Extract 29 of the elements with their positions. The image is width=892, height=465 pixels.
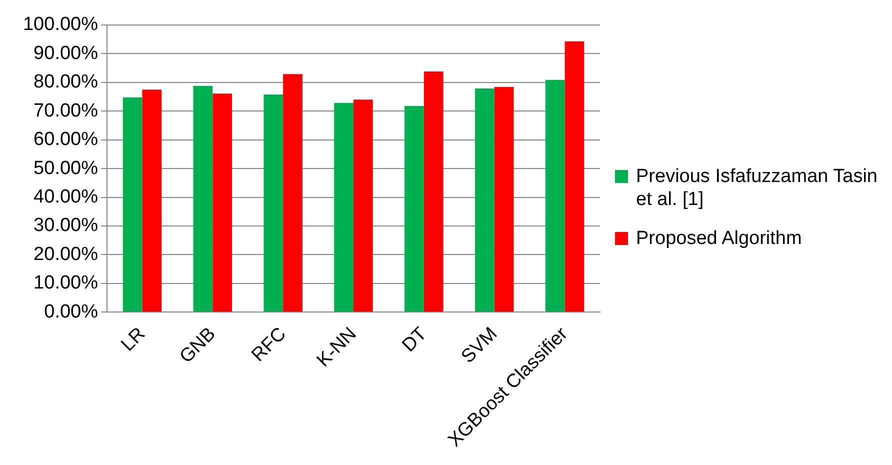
y-tick-label: 60.00% <box>34 129 98 150</box>
x-tick-label: DT <box>398 323 432 356</box>
bar <box>564 41 584 312</box>
y-tick-label: 90.00% <box>34 42 98 64</box>
y-tick-label: 50.00% <box>34 158 98 179</box>
bar <box>142 90 162 312</box>
bar <box>212 94 232 312</box>
bar <box>424 72 444 312</box>
x-tick-label: LR <box>117 324 150 356</box>
bar <box>283 74 302 312</box>
y-tick-label: 80.00% <box>34 72 98 93</box>
y-tick-label: 10.00% <box>34 272 98 294</box>
legend-label: Proposed Algorithm <box>636 227 802 250</box>
bar <box>474 88 494 312</box>
bar <box>545 80 565 312</box>
bar <box>404 106 424 312</box>
y-tick-label: 30.00% <box>34 215 98 236</box>
bar <box>193 86 213 312</box>
y-tick-label: 70.00% <box>34 100 98 122</box>
legend-label: Previous Isfafuzzaman Tasin et al. [1] <box>636 165 878 211</box>
y-tick-label: 100.00% <box>22 14 98 36</box>
bar <box>354 100 373 312</box>
bar <box>334 102 354 312</box>
y-tick-label: 40.00% <box>34 186 98 208</box>
y-tick-label: 20.00% <box>34 244 98 265</box>
y-tick-label: 0.00% <box>44 301 98 322</box>
bar <box>264 94 284 312</box>
bar <box>494 87 514 312</box>
bar <box>122 97 142 312</box>
